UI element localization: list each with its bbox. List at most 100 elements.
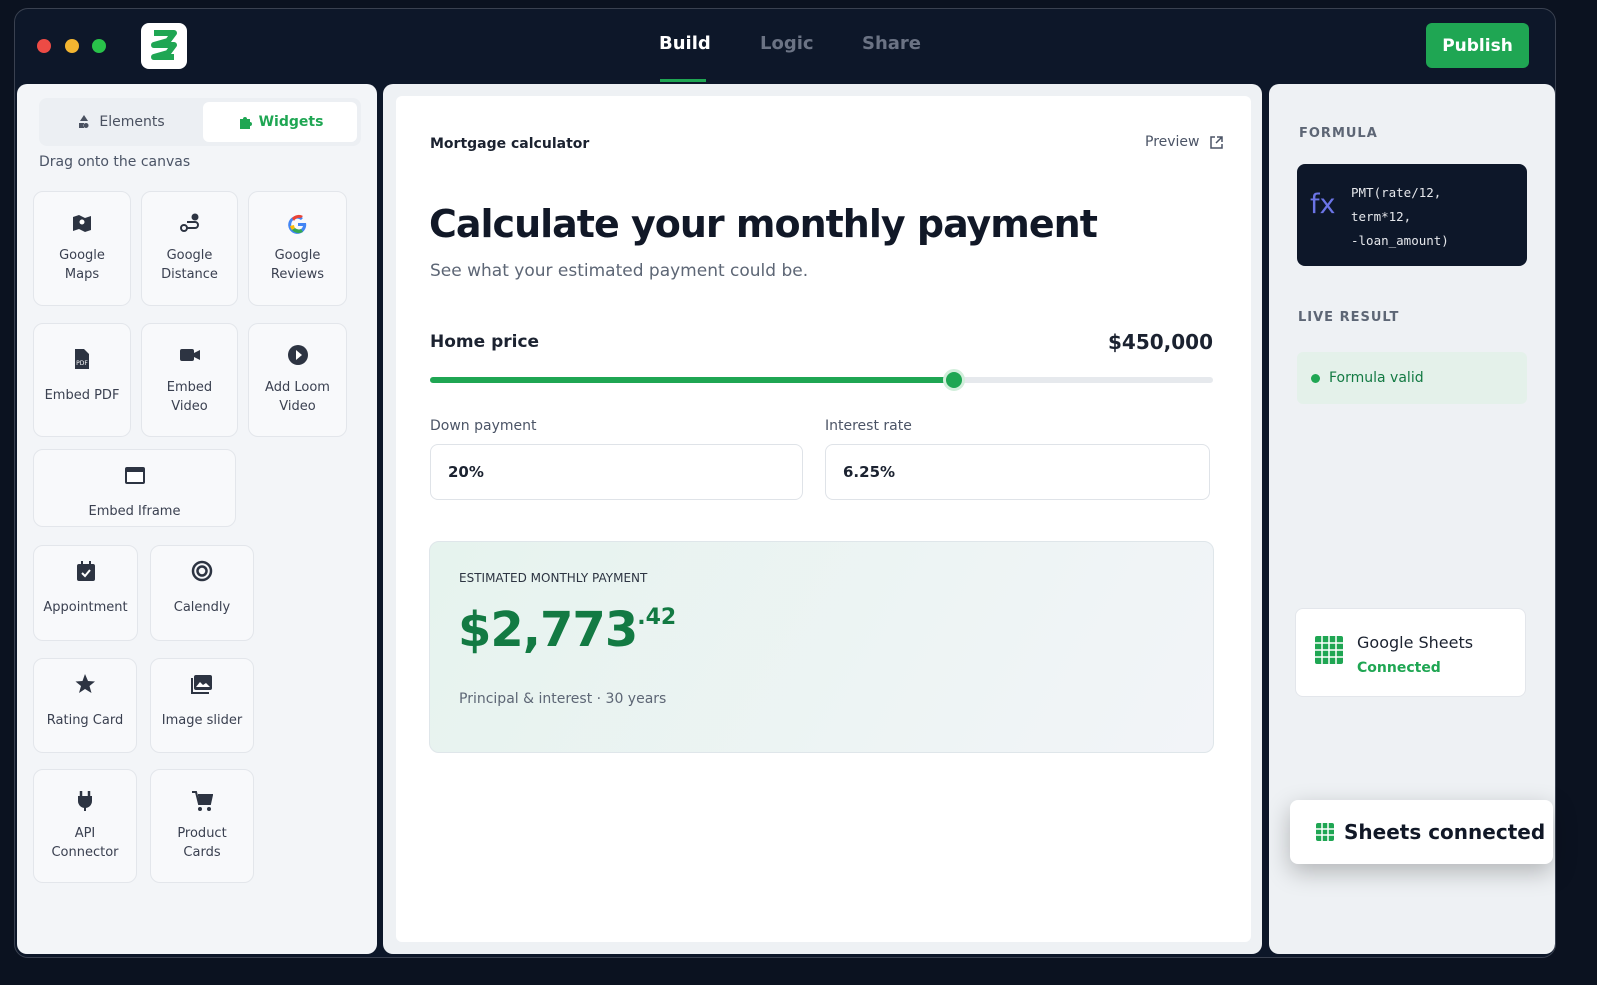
widget-card[interactable]: Calendly	[150, 545, 254, 641]
widget-card[interactable]: Embed Iframe	[33, 449, 236, 527]
slider-track[interactable]	[430, 369, 1213, 391]
formula-line: -loan_amount)	[1351, 233, 1449, 248]
widget-card[interactable]: Embed Video	[141, 323, 238, 437]
widget-label-line: Video	[171, 399, 208, 414]
integration-card[interactable]: Google Sheets Connected	[1295, 608, 1526, 697]
widget-icon	[191, 675, 212, 694]
maximize-dot[interactable]	[92, 39, 106, 53]
sidebar-hint: Drag onto the canvas	[39, 154, 191, 170]
widget-label: Product Cards	[151, 824, 253, 862]
external-icon	[1209, 135, 1223, 149]
widget-label: API Connector	[34, 824, 136, 862]
widget-label: Appointment	[34, 598, 137, 617]
sidebar-tab[interactable]: Elements	[43, 102, 199, 142]
widget-label: Embed Video	[142, 378, 237, 416]
widget-card[interactable]: Google Maps	[33, 191, 131, 306]
widget-card[interactable]: API Connector	[33, 769, 137, 883]
result-card: ESTIMATED MONTHLY PAYMENT $2,773.42 Prin…	[429, 541, 1214, 753]
widget-card[interactable]: Product Cards	[150, 769, 254, 883]
slider-value: $450,000	[1107, 330, 1213, 354]
heading: Calculate your monthly payment	[429, 202, 1098, 246]
widget-label: Image slider	[151, 711, 253, 730]
widget-label: Rating Card	[34, 711, 136, 730]
widget-label-line: Add Loom	[265, 380, 330, 395]
slider-label: Home price	[430, 332, 540, 352]
widget-label-line: Cards	[183, 845, 221, 860]
top-tab[interactable]: Logic	[760, 33, 814, 54]
widget-card[interactable]: PDF Embed PDF	[33, 323, 131, 437]
widget-label: Google Reviews	[249, 246, 346, 284]
widget-label-line: Connector	[51, 845, 119, 860]
widget-card[interactable]: Add Loom Video	[248, 323, 347, 437]
result-amount: $2,773	[458, 602, 638, 658]
formula-box: fx PMT(rate/12, term*12, -loan_amount)	[1297, 164, 1527, 266]
widget-icon	[192, 791, 213, 811]
formula-line: PMT(rate/12,	[1351, 185, 1442, 200]
sidebar-tab-text: Elements	[99, 114, 165, 130]
widget-label: Google Maps	[34, 246, 130, 284]
publish-button[interactable]: Publish	[1426, 23, 1529, 68]
down-payment-input[interactable]: 20%	[430, 444, 803, 500]
tab-icon	[79, 115, 89, 128]
tab-icon	[239, 117, 252, 129]
widget-label-line: Product	[177, 826, 227, 841]
svg-text:PDF: PDF	[76, 360, 88, 367]
widget-card[interactable]: Google Reviews	[248, 191, 347, 306]
field-label: Down payment	[430, 418, 537, 434]
active-tab-indicator	[660, 79, 706, 82]
sheets-icon	[1315, 636, 1343, 664]
widget-label-line: Google	[166, 248, 213, 263]
widget-icon	[73, 215, 91, 232]
widget-label-line: Maps	[64, 267, 100, 282]
result-cents: .42	[637, 605, 677, 630]
widget-label-line: Google	[274, 248, 321, 263]
interest-rate-input[interactable]: 6.25%	[825, 444, 1210, 500]
widget-label: Add Loom Video	[249, 378, 346, 416]
minimize-dot[interactable]	[65, 39, 79, 53]
sidebar-tab-text: Widgets	[258, 114, 324, 130]
widget-icon: PDF	[75, 349, 89, 369]
canvas-frame: Mortgage calculator Preview Calculate yo…	[383, 84, 1262, 954]
widget-label-line: Embed	[166, 380, 213, 395]
widget-card[interactable]: Image slider	[150, 658, 254, 753]
toast-text: Sheets connected	[1344, 820, 1546, 844]
sidebar-tab[interactable]: Widgets	[203, 102, 357, 142]
canvas: Mortgage calculator Preview Calculate yo…	[396, 96, 1251, 942]
widget-label-line: Embed PDF	[44, 388, 120, 403]
form-name: Mortgage calculator	[430, 136, 590, 152]
widget-label-line: API	[74, 826, 96, 841]
toast-icon	[1316, 823, 1334, 841]
widget-icon	[287, 214, 306, 234]
result-note: Principal & interest · 30 years	[459, 691, 667, 707]
top-tab[interactable]: Share	[862, 33, 922, 54]
preview-link[interactable]: Preview	[1145, 134, 1223, 150]
close-dot[interactable]	[37, 39, 51, 53]
fx-icon: fx	[1310, 189, 1336, 220]
widget-label-line: Video	[279, 399, 316, 414]
top-tab[interactable]: Build	[659, 33, 711, 54]
integration-name: Google Sheets	[1357, 633, 1474, 652]
widget-label-line: Reviews	[270, 267, 325, 282]
widget-icon	[191, 560, 213, 582]
widget-icon	[287, 345, 308, 365]
slider-thumb[interactable]	[943, 369, 965, 391]
widget-icon	[124, 467, 145, 484]
widget-label: Calendly	[151, 598, 253, 617]
widget-card[interactable]: Rating Card	[33, 658, 137, 753]
formula-line: term*12,	[1351, 209, 1412, 224]
widget-icon	[179, 213, 199, 232]
status-text: Formula valid	[1329, 370, 1424, 386]
widget-sidebar: Drag onto the canvas Elements Widgets Goog…	[17, 84, 377, 954]
widget-card[interactable]: Appointment	[33, 545, 138, 641]
app-window: Build Logic Share Publish Drag onto the ca…	[14, 8, 1556, 958]
subheading: See what your estimated payment could be…	[430, 261, 809, 281]
widget-icon	[78, 791, 92, 811]
app-logo	[141, 23, 187, 69]
widget-label-line: Image slider	[161, 713, 243, 728]
preview-text: Preview	[1145, 134, 1200, 150]
widget-card[interactable]: Google Distance	[141, 191, 238, 306]
widget-label-line: Embed Iframe	[88, 504, 181, 519]
widget-label-line: Rating Card	[46, 713, 124, 728]
widget-label: Embed PDF	[34, 386, 130, 405]
formula-label: FORMULA	[1299, 126, 1378, 141]
